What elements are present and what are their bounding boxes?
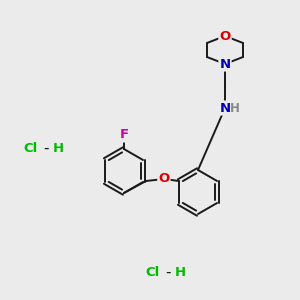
Text: -: -	[165, 265, 171, 280]
Text: N: N	[219, 58, 231, 70]
Text: O: O	[219, 29, 231, 43]
Text: F: F	[119, 128, 128, 142]
Text: H: H	[52, 142, 64, 154]
Text: N: N	[219, 101, 231, 115]
Text: H: H	[174, 266, 186, 278]
Text: H: H	[230, 103, 240, 116]
Text: Cl: Cl	[23, 142, 37, 154]
Text: -: -	[43, 140, 49, 155]
Text: Cl: Cl	[145, 266, 159, 278]
Text: O: O	[158, 172, 169, 185]
